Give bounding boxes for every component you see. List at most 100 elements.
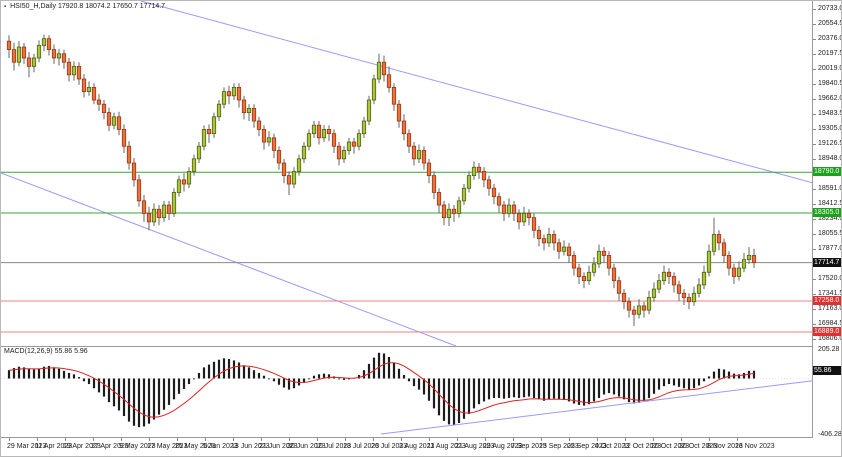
- macd-pane[interactable]: MACD(12,26,9) 55.86 5.96: [1, 347, 812, 438]
- price-axis[interactable]: 20733.0 20554.5 20376.0 20197.5 20019.0 19840…: [812, 1, 842, 438]
- candle-body: [691, 292, 697, 303]
- candle-body: [451, 208, 457, 214]
- candle-body: [261, 129, 267, 143]
- price-axis-tick: [813, 114, 816, 115]
- macd-histogram-bar: [722, 369, 726, 379]
- time-axis[interactable]: 29 Mar 2023 11 Apr 2023 19 Apr 2023 27 Apr …: [1, 438, 841, 456]
- time-axis-tick: [737, 438, 738, 441]
- macd-histogram-bar: [537, 378, 541, 400]
- price-axis-label: 17520.0: [818, 275, 842, 282]
- candle-body: [356, 133, 362, 147]
- candle-body: [11, 49, 17, 63]
- macd-histogram-bar: [667, 378, 671, 385]
- macd-chart[interactable]: [1, 347, 812, 437]
- chart-title: ▪ HSI50_H,Daily 17920.8 18074.2 17650.7 …: [4, 3, 165, 10]
- macd-histogram-bar: [107, 378, 111, 403]
- trendline[interactable]: [140, 1, 812, 191]
- level-price-box: 18305.0: [813, 208, 841, 218]
- time-axis-tick: [457, 438, 458, 441]
- candle-body: [91, 87, 97, 101]
- candlestick-chart[interactable]: [1, 1, 812, 347]
- candle-body: [386, 74, 392, 88]
- macd-histogram-bar: [242, 365, 246, 379]
- macd-histogram-bar: [407, 378, 411, 382]
- main-chart-pane[interactable]: ▪ HSI50_H,Daily 17920.8 18074.2 17650.7 …: [1, 1, 812, 347]
- time-axis-label: 27 Apr 2023: [91, 443, 129, 450]
- macd-histogram-bar: [487, 378, 491, 400]
- candle-body: [351, 141, 357, 147]
- candle-body: [291, 171, 297, 185]
- candle-body: [21, 46, 27, 59]
- indicator-trendline[interactable]: [380, 377, 812, 435]
- candle-body: [301, 145, 307, 160]
- macd-histogram-bar: [412, 378, 416, 387]
- candle-body: [211, 116, 217, 135]
- candle-body: [631, 309, 637, 315]
- candle-body: [671, 276, 677, 286]
- candle-body: [326, 129, 332, 135]
- candle-body: [556, 242, 562, 252]
- candle-body: [256, 120, 262, 130]
- macd-histogram-bar: [577, 378, 581, 405]
- macd-histogram-bar: [522, 378, 526, 398]
- price-axis-label: 17341.5: [818, 290, 842, 297]
- time-axis-label: 30 Jun 2023: [287, 443, 326, 450]
- price-axis-tick: [813, 99, 816, 100]
- time-axis-tick: [709, 438, 710, 441]
- macd-histogram-bar: [52, 367, 56, 379]
- time-axis-tick: [597, 438, 598, 441]
- macd-histogram-bar: [87, 378, 91, 385]
- macd-histogram-bar: [32, 369, 36, 379]
- candle-body: [276, 150, 282, 164]
- time-axis-tick: [541, 438, 542, 441]
- time-axis-tick: [149, 438, 150, 441]
- candle-body: [341, 150, 347, 160]
- price-axis-label: 20197.5: [818, 50, 842, 57]
- candle-body: [281, 162, 287, 177]
- macd-histogram-bar: [47, 365, 51, 379]
- candle-body: [316, 124, 322, 139]
- macd-histogram-bar: [222, 358, 226, 379]
- candle-body: [236, 87, 242, 101]
- macd-histogram-bar: [597, 378, 601, 398]
- ohlc-close: 17714.7: [139, 3, 166, 10]
- candle-body: [441, 204, 447, 219]
- candle-body: [546, 234, 552, 244]
- candle-body: [581, 276, 587, 282]
- candle-body: [201, 129, 207, 147]
- macd-histogram-bar: [527, 378, 531, 397]
- macd-histogram-bar: [302, 378, 306, 382]
- price-axis-tick: [813, 129, 816, 130]
- candle-body: [596, 250, 602, 265]
- candle-body: [476, 166, 482, 172]
- time-axis-tick: [9, 438, 10, 441]
- trendline[interactable]: [1, 172, 457, 347]
- candle-body: [376, 61, 382, 80]
- macd-histogram-bar: [727, 371, 731, 379]
- candle-body: [66, 61, 72, 76]
- candle-body: [616, 280, 622, 294]
- candle-body: [726, 255, 732, 269]
- macd-histogram-bar: [592, 378, 596, 402]
- candle-body: [491, 187, 497, 198]
- macd-histogram-bar: [612, 378, 616, 395]
- price-axis-tick: [813, 189, 816, 190]
- ohlc-low: 17650.7: [112, 3, 138, 10]
- candle-body: [146, 213, 152, 223]
- macd-histogram-bar: [492, 378, 496, 398]
- candle-body: [391, 87, 397, 105]
- candle-body: [71, 65, 77, 76]
- candle-body: [406, 133, 412, 147]
- macd-histogram-bar: [167, 378, 171, 405]
- candle-body: [721, 242, 727, 256]
- candle-body: [36, 44, 42, 59]
- candle-body: [346, 141, 352, 151]
- macd-histogram-bar: [662, 378, 666, 387]
- time-axis-label: 19 Apr 2023: [63, 443, 101, 450]
- macd-histogram-bar: [307, 378, 311, 380]
- macd-histogram-bar: [742, 372, 746, 379]
- macd-histogram-bar: [17, 366, 21, 379]
- macd-histogram-bar: [157, 378, 161, 415]
- price-axis-label: 18055.5: [818, 230, 842, 237]
- macd-histogram-bar: [532, 378, 536, 398]
